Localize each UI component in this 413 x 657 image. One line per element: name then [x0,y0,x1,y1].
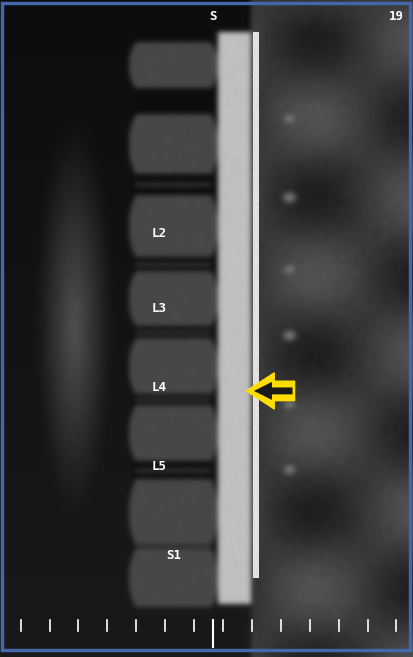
Text: L2: L2 [152,227,166,240]
Text: L4: L4 [152,381,166,394]
FancyArrowPatch shape [247,373,294,409]
Text: L5: L5 [152,460,166,473]
Text: S: S [209,10,216,23]
Text: 19: 19 [389,10,404,23]
Text: L3: L3 [152,302,166,315]
FancyArrowPatch shape [254,382,292,400]
Text: S1: S1 [166,549,181,562]
